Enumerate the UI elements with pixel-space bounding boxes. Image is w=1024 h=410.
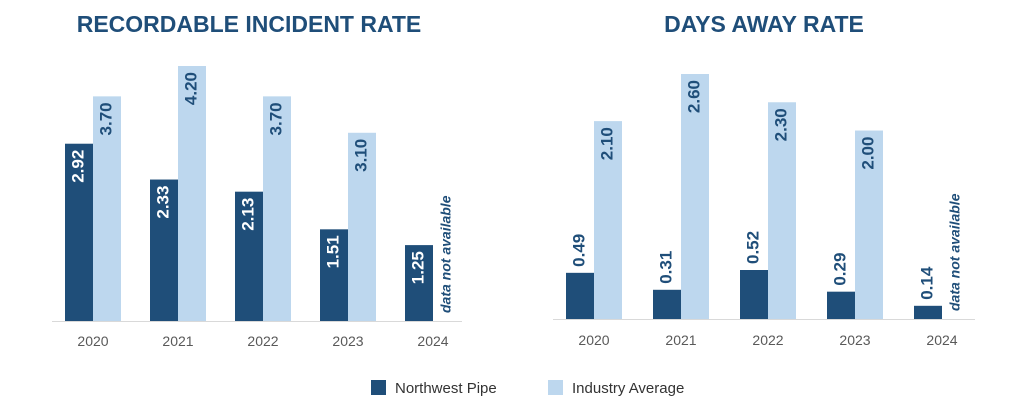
data-label: 3.70: [96, 102, 115, 135]
bar-industry-average: [93, 96, 121, 321]
data-label: 0.14: [917, 266, 936, 300]
data-label: 0.31: [656, 251, 675, 284]
data-label: 2.92: [68, 150, 87, 183]
x-tick-label: 2024: [926, 332, 957, 348]
data-label: 2.33: [153, 186, 172, 219]
legend-swatch: [548, 380, 563, 395]
bar-northwest-pipe: [65, 143, 93, 321]
legend-label: Northwest Pipe: [395, 380, 497, 397]
bar-industry-average: [263, 96, 291, 321]
data-label: 0.52: [743, 231, 762, 264]
chart-title: DAYS AWAY RATE: [664, 11, 864, 37]
data-label: 0.49: [569, 234, 588, 267]
data-label: 4.20: [181, 72, 200, 105]
x-tick-label: 2020: [578, 332, 609, 348]
x-tick-label: 2023: [839, 332, 870, 348]
bar-northwest-pipe: [914, 305, 942, 319]
chart-title: RECORDABLE INCIDENT RATE: [77, 11, 422, 37]
bar-industry-average: [768, 102, 796, 320]
bar-industry-average: [178, 66, 206, 321]
bar-northwest-pipe: [827, 291, 855, 319]
bar-industry-average: [681, 74, 709, 319]
x-tick-label: 2021: [162, 333, 193, 349]
bar-northwest-pipe: [150, 179, 178, 321]
legend-swatch: [371, 380, 386, 395]
x-tick-label: 2020: [77, 333, 108, 349]
data-label: 1.51: [323, 235, 342, 268]
data-label: 2.10: [597, 127, 616, 160]
data-label: 2.00: [858, 137, 877, 170]
bar-industry-average: [594, 121, 622, 319]
bar-northwest-pipe: [235, 191, 263, 321]
x-tick-label: 2023: [332, 333, 363, 349]
data-label: 1.25: [408, 251, 427, 284]
data-label: 2.60: [684, 80, 703, 113]
x-tick-label: 2022: [752, 332, 783, 348]
data-label: 3.70: [266, 102, 285, 135]
data-label: 2.13: [238, 198, 257, 231]
bar-northwest-pipe: [653, 289, 681, 319]
x-tick-label: 2022: [247, 333, 278, 349]
data-not-available-note: data not available: [438, 195, 454, 313]
bar-northwest-pipe: [566, 272, 594, 319]
bar-northwest-pipe: [405, 245, 433, 321]
bar-industry-average: [348, 132, 376, 321]
bar-industry-average: [855, 130, 883, 319]
legend-label: Industry Average: [572, 380, 684, 397]
bar-northwest-pipe: [740, 270, 768, 319]
data-label: 2.30: [771, 108, 790, 141]
data-label: 3.10: [351, 139, 370, 172]
x-tick-label: 2024: [417, 333, 448, 349]
x-tick-label: 2021: [665, 332, 696, 348]
data-not-available-note: data not available: [947, 193, 963, 311]
data-label: 0.29: [830, 253, 849, 286]
bar-northwest-pipe: [320, 229, 348, 321]
